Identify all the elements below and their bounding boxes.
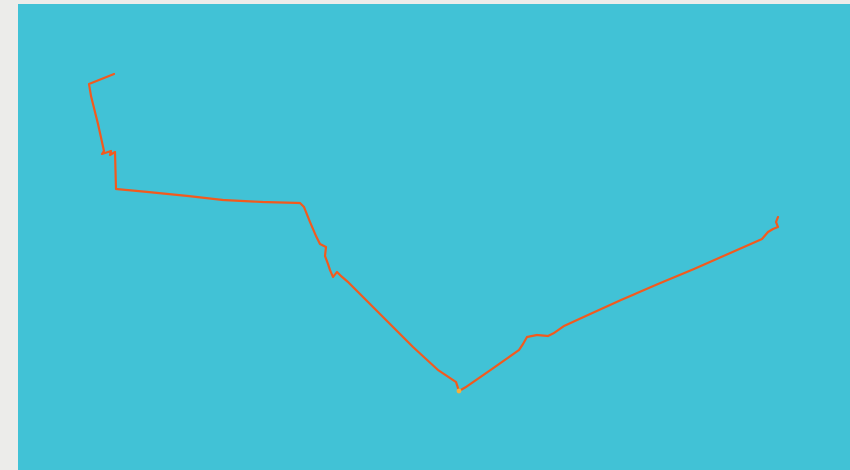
route-end-marker xyxy=(456,388,462,394)
route-layer xyxy=(87,72,780,394)
route-track-polyline xyxy=(87,72,780,393)
map-canvas[interactable] xyxy=(18,4,850,470)
